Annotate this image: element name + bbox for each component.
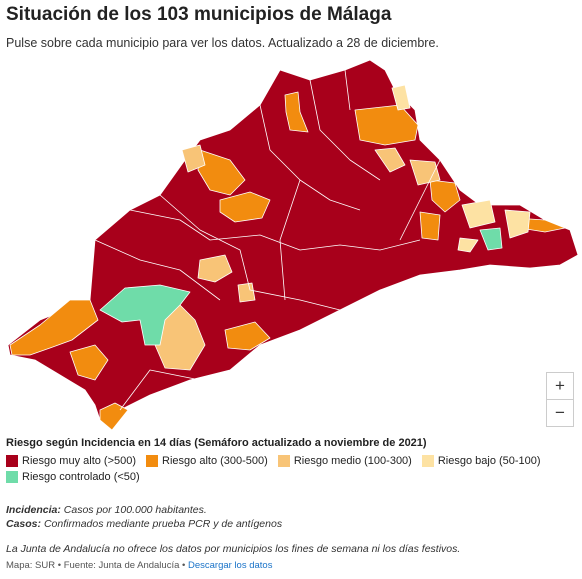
legend-label: Riesgo medio (100-300) [293,455,412,467]
legend: Riesgo muy alto (>500) Riesgo alto (300-5… [6,455,576,483]
notes: Incidencia: Casos por 100.000 habitantes… [6,503,282,531]
credits: Mapa: SUR • Fuente: Junta de Andalucía • [6,560,186,571]
municipality[interactable] [237,282,256,303]
note-text: Confirmados mediante prueba PCR y de ant… [43,518,283,530]
legend-item: Riesgo alto (300-500) [146,455,268,467]
municipality[interactable] [69,344,109,381]
legend-swatch [6,471,18,483]
municipality[interactable] [461,199,496,229]
municipality[interactable] [391,84,411,111]
municipality[interactable] [429,179,461,213]
municipality[interactable] [374,147,406,173]
legend-item: Riesgo muy alto (>500) [6,455,136,467]
legend-swatch [6,455,18,467]
download-link[interactable]: Descargar los datos [187,560,273,571]
municipality[interactable] [99,402,129,430]
disclaimer: La Junta de Andalucía no ofrece los dato… [6,543,461,555]
municipality[interactable] [99,284,191,346]
note-term: Casos: [6,518,42,530]
municipality[interactable] [284,91,309,133]
note-term: Incidencia: [6,504,61,516]
legend-label: Riesgo muy alto (>500) [22,455,137,467]
municipality[interactable] [479,227,503,251]
municipality[interactable] [224,321,271,351]
footer: Mapa: SUR • Fuente: Junta de Andalucía •… [6,560,272,571]
legend-swatch [277,455,290,467]
map [7,59,579,430]
legend-title: Riesgo según Incidencia en 14 días (Semá… [6,437,427,449]
note-text: Casos por 100.000 habitantes. [63,504,207,516]
municipality[interactable] [504,209,531,239]
municipality[interactable] [419,211,441,241]
municipality[interactable] [197,254,233,283]
legend-label: Riesgo bajo (50-100) [437,455,541,467]
municipality[interactable] [181,144,206,173]
legend-label: Riesgo alto (300-500) [162,455,268,467]
note: Incidencia: Casos por 100.000 habitantes… [6,503,282,517]
legend-item: Riesgo controlado (<50) [6,471,140,483]
zoom-in[interactable]: + [546,372,574,400]
zoom-out[interactable]: − [546,399,574,427]
municipality[interactable] [219,191,271,223]
municipality[interactable] [409,159,441,186]
legend-label: Riesgo controlado (<50) [22,471,140,483]
title: Situación de los 103 municipios de Málag… [6,4,392,25]
note: Casos: Confirmados mediante prueba PCR y… [6,517,282,531]
legend-swatch [146,455,159,467]
municipality[interactable] [9,299,99,356]
municipality[interactable] [457,237,479,253]
subtitle: Pulse sobre cada municipio para ver los … [6,36,439,50]
legend-swatch [421,455,434,467]
municipality[interactable] [197,149,246,196]
legend-item: Riesgo bajo (50-100) [421,455,541,467]
legend-item: Riesgo medio (100-300) [277,455,412,467]
